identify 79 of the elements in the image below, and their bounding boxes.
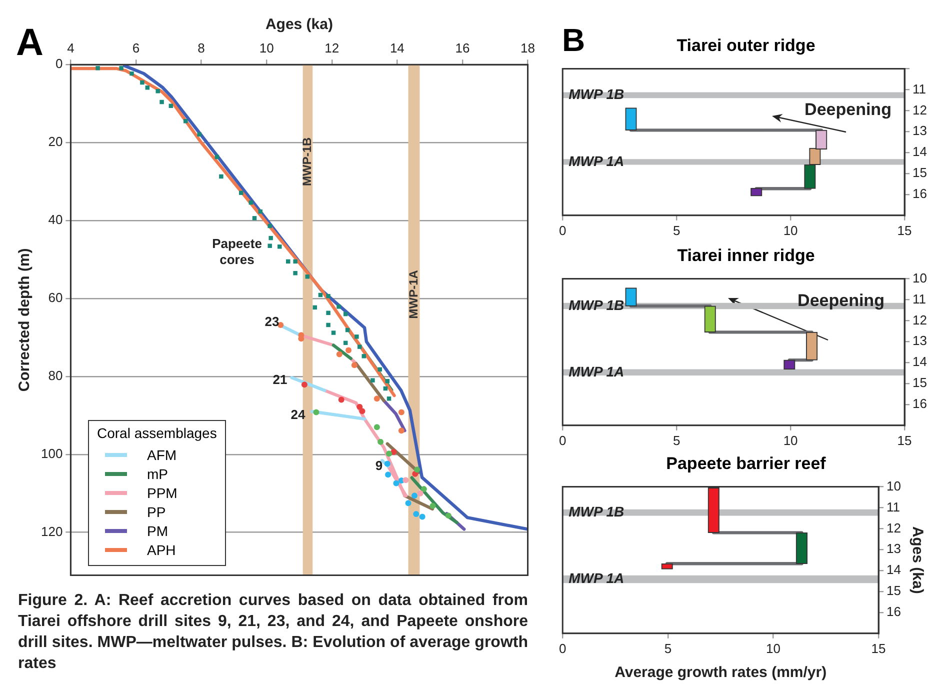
band-label: MWP 1A	[568, 570, 624, 586]
y-tick-label: 40	[48, 212, 63, 228]
y-axis-title: Corrected depth (m)	[16, 248, 34, 392]
band-label: MWP-1A	[406, 270, 420, 319]
y-tick-label: 11	[912, 291, 926, 306]
y-tick-label: 13	[912, 333, 928, 348]
band-label: MWP-1B	[300, 136, 314, 186]
y-tick-label: 20	[48, 134, 63, 150]
y-tick-label: 15	[912, 375, 928, 390]
band-label: MWP 1B	[568, 503, 624, 520]
annotation: 23	[264, 314, 280, 330]
y-tick-label: 12	[886, 520, 902, 536]
y-tick-label: 16	[886, 604, 902, 620]
annotation: Deepening	[798, 291, 884, 310]
y-tick-label: 12	[912, 312, 928, 328]
y-tick-label: 11	[886, 499, 900, 514]
y-tick-label: 80	[48, 368, 63, 383]
x-tick-label: 10	[783, 432, 798, 448]
x-tick-label: 16	[455, 40, 470, 56]
y-tick-label: 13	[886, 541, 902, 556]
band-label: MWP 1B	[568, 86, 624, 102]
chart-title: Papeete barrier reef	[665, 454, 827, 475]
y-tick-label: 60	[48, 290, 63, 306]
annotation: Deepening	[804, 100, 892, 119]
x-tick-label: 5	[672, 222, 680, 238]
y-tick-label: 15	[886, 583, 902, 598]
x-tick-label: 10	[766, 640, 780, 656]
annotation: 24	[290, 407, 306, 423]
legend-title: Coral assemblages	[97, 425, 217, 441]
x-tick-label: 5	[664, 640, 672, 656]
x-tick-label: 0	[559, 432, 566, 448]
y-tick-label: 0	[55, 56, 63, 72]
x-tick-label: 10	[783, 222, 798, 238]
annotation: 21	[272, 372, 288, 388]
chart-title: Tiarei inner ridge	[676, 246, 816, 267]
caption: Figure 2. A: Reef accretion curves based on data obtained from Tiarei offshore drill sites 9, 21, 23, and 24, and Papeete onshore drill sites. MWP—meltwater pulses. B: Evolution of average growth rates	[18, 591, 528, 674]
chart-title: A	[16, 22, 44, 65]
x-tick-label: 0	[559, 222, 566, 238]
legend-label: PM	[147, 522, 168, 538]
y-tick-label: 100	[40, 446, 63, 461]
y-tick-label: 120	[40, 524, 63, 539]
x-tick-label: 14	[390, 40, 404, 56]
y-tick-label: 16	[912, 396, 928, 412]
band-label: MWP 1A	[568, 152, 624, 169]
x-tick-label: 15	[897, 432, 912, 448]
x-axis-title: Ages (ka)	[265, 16, 333, 34]
text: B	[562, 22, 586, 59]
y-tick-label: 16	[912, 186, 928, 202]
y-tick-label: 12	[912, 102, 928, 118]
legend-label: PPM	[147, 484, 178, 500]
x-axis-title: Average growth rates (mm/yr)	[614, 664, 827, 682]
x-tick-label: 15	[871, 640, 886, 656]
band-label: MWP 1B	[568, 296, 624, 313]
chart-title: Tiarei outer ridge	[676, 36, 816, 55]
y-tick-label: 14	[886, 562, 902, 578]
legend-label: PP	[147, 504, 166, 520]
x-tick-label: 6	[132, 40, 140, 56]
x-tick-label: 5	[672, 432, 680, 448]
x-tick-label: 4	[67, 40, 74, 56]
annotation: 9	[375, 458, 383, 474]
legend-label: mP	[147, 466, 168, 482]
y-tick-label: 11	[912, 81, 926, 96]
band-label: MWP 1A	[568, 363, 624, 380]
x-tick-label: 15	[897, 222, 912, 238]
legend-label: AFM	[147, 446, 177, 462]
x-tick-label: 10	[259, 40, 274, 56]
x-tick-label: 12	[324, 40, 340, 56]
y-tick-label: 15	[912, 165, 928, 180]
y-tick-label: 10	[912, 270, 928, 286]
x-tick-label: 18	[520, 40, 536, 56]
annotation: Papeete cores	[211, 236, 263, 268]
x-tick-label: 8	[198, 40, 205, 56]
y-tick-label: 13	[912, 123, 928, 138]
y-tick-label: 14	[912, 144, 928, 160]
y-tick-label: 14	[912, 354, 928, 370]
x-tick-label: 0	[559, 640, 566, 656]
y-tick-label: 10	[886, 478, 902, 494]
y-axis-title: Ages (ka)	[908, 526, 926, 594]
legend-label: APH	[147, 542, 176, 558]
